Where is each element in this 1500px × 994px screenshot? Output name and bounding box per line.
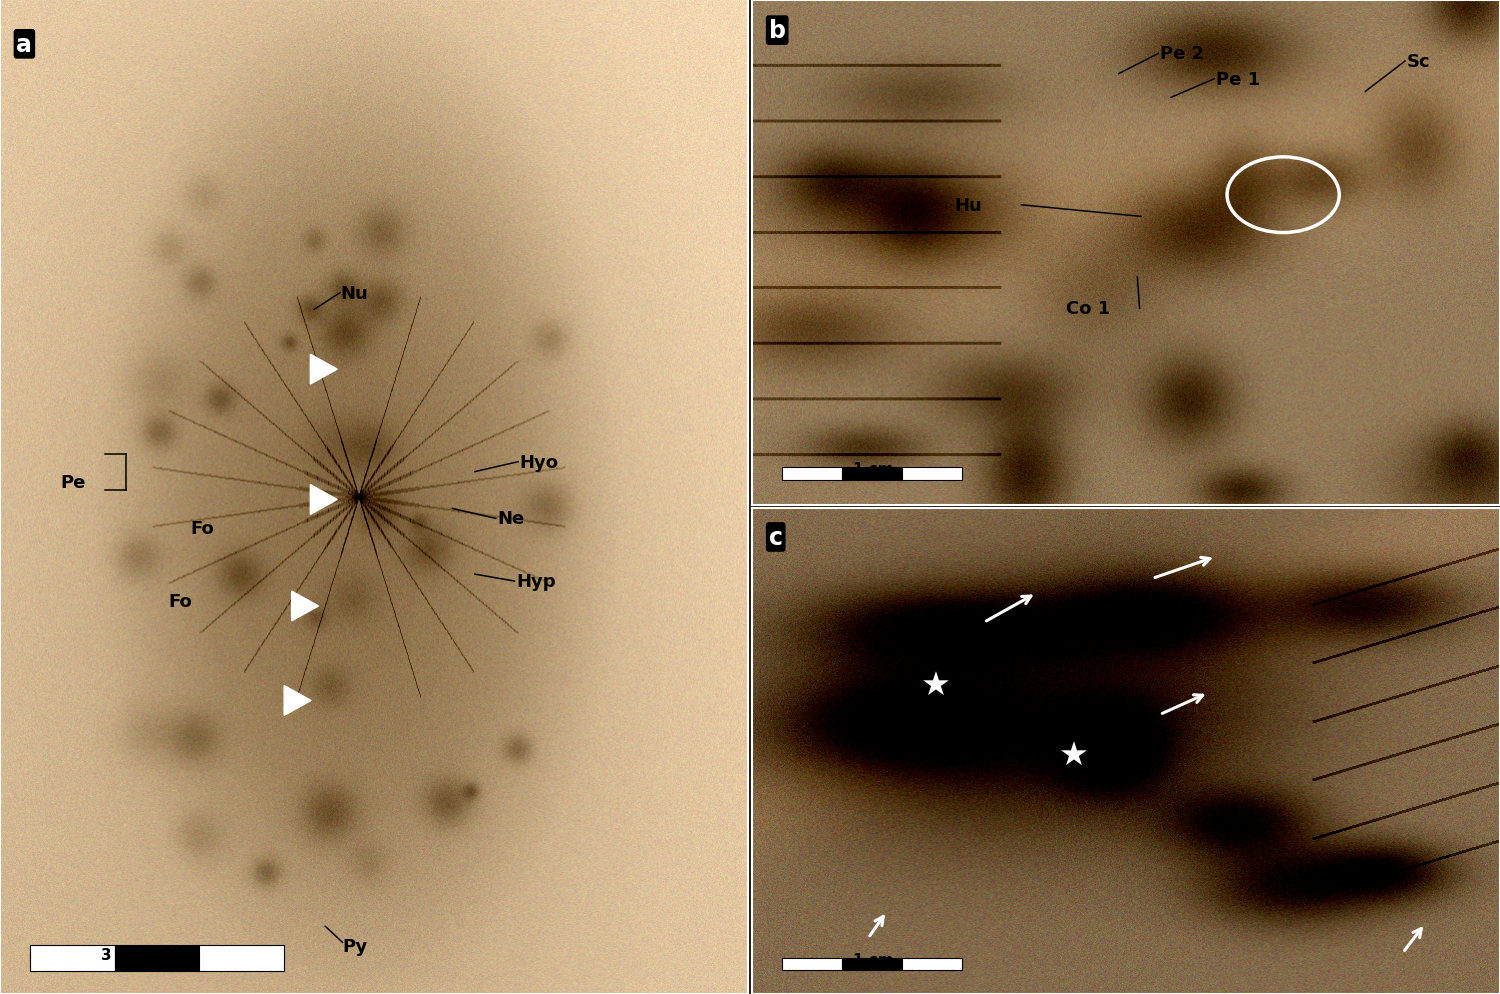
Text: Co 1: Co 1 [1066,300,1110,318]
Text: c: c [768,526,783,550]
Text: a: a [16,33,33,57]
Text: Py: Py [342,937,368,955]
Polygon shape [310,355,338,385]
Text: 3 cm: 3 cm [100,946,141,962]
Text: Sc: Sc [1407,53,1430,71]
Bar [902,957,962,970]
Polygon shape [284,686,310,716]
Text: 1 cm: 1 cm [853,461,894,477]
Bar [200,945,284,971]
Text: Hyo: Hyo [519,453,558,471]
Polygon shape [310,485,338,515]
Bar [30,945,114,971]
Text: Fo: Fo [190,520,214,538]
Bar [114,945,200,971]
Text: Hu: Hu [954,197,982,215]
Bar [902,467,962,481]
Text: Nu: Nu [340,284,368,302]
Bar [842,957,902,970]
Text: ★: ★ [921,669,951,702]
Text: Pe: Pe [60,473,86,491]
Text: 1 cm: 1 cm [853,951,894,966]
Text: Fo: Fo [168,592,192,610]
Bar [842,467,902,481]
Bar [782,957,842,970]
Text: ★: ★ [1059,740,1089,772]
Text: Hyp: Hyp [516,573,555,590]
Text: Ne: Ne [498,510,525,528]
Polygon shape [291,591,318,621]
Text: b: b [768,19,786,43]
Text: Pe 2: Pe 2 [1160,46,1204,64]
Text: Pe 1: Pe 1 [1216,71,1260,88]
Bar [782,467,842,481]
